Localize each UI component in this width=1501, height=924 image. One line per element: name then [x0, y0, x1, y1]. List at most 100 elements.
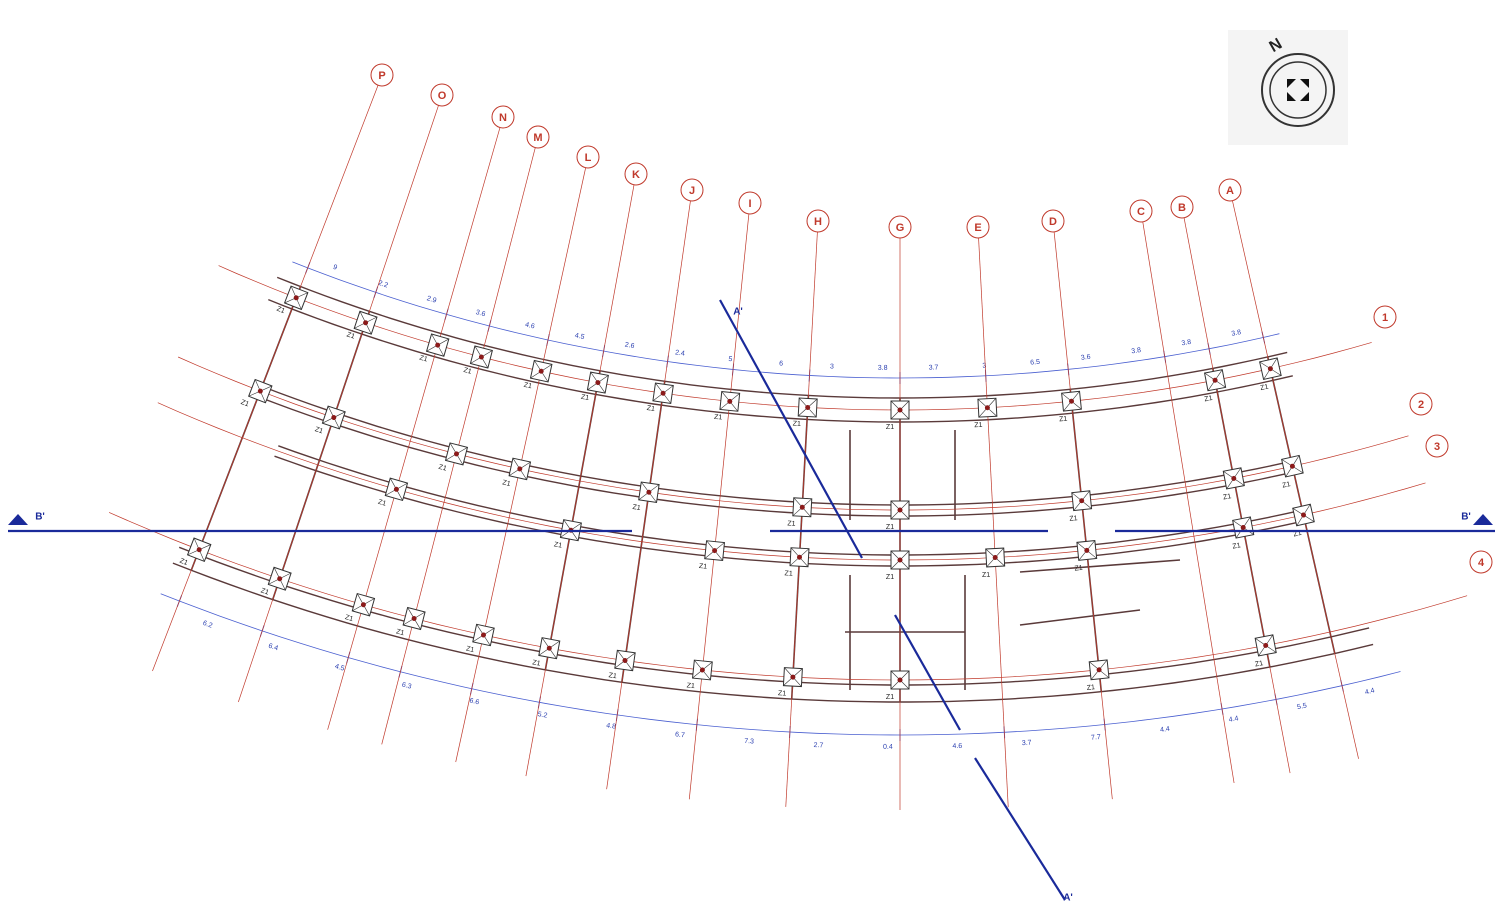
- column-label: Z1: [1069, 515, 1078, 523]
- dimension-label: 5: [728, 356, 733, 363]
- structural-column: Z1: [179, 537, 212, 567]
- column-label: Z1: [240, 399, 250, 409]
- column-label: Z1: [395, 628, 405, 637]
- column-center: [1289, 463, 1295, 469]
- dimension-label: 9: [332, 264, 338, 272]
- column-center: [712, 548, 718, 554]
- structural-column: Z1: [632, 481, 660, 512]
- grid-line: [1232, 200, 1359, 759]
- column-center: [435, 342, 441, 348]
- compass-arrow: [1287, 79, 1296, 88]
- column-label: Z1: [260, 587, 270, 596]
- column-label: Z1: [532, 659, 541, 667]
- structural-column: Z1: [1074, 539, 1098, 573]
- column-label: Z1: [698, 563, 707, 571]
- column-label: Z1: [1282, 481, 1292, 490]
- dimension-label: 5.5: [1297, 702, 1308, 711]
- structural-column: Z1: [377, 477, 409, 508]
- structural-column: Z1: [1087, 659, 1110, 692]
- grid-bubble: [1373, 305, 1397, 329]
- structural-column: Z1: [1254, 634, 1277, 669]
- grid-label: K: [632, 169, 640, 181]
- dimension-label: 3.6: [475, 309, 486, 318]
- column-label: Z1: [377, 499, 387, 508]
- structural-column: Z1: [778, 667, 803, 698]
- structural-column: Z1: [787, 497, 813, 528]
- grid-bubble: [1218, 178, 1242, 202]
- column-center: [257, 388, 263, 394]
- grid-label: D: [1049, 216, 1057, 228]
- dimension-label: 2.4: [675, 349, 686, 357]
- column-label: Z1: [793, 421, 802, 428]
- grid-bubble: [1129, 199, 1153, 223]
- column-label: Z1: [686, 682, 695, 690]
- column-label: Z1: [276, 306, 286, 316]
- column-center: [897, 407, 903, 413]
- column-label: Z1: [438, 464, 448, 473]
- structural-column: Z1: [686, 659, 713, 690]
- grid-bubble: [1409, 392, 1433, 416]
- grid-line: [688, 213, 750, 800]
- wall: [1019, 609, 1141, 626]
- dimension-label: 2.9: [426, 295, 437, 305]
- grid-label: 4: [1478, 557, 1485, 569]
- grid-bubble: [738, 191, 762, 215]
- structural-column: Z1: [1223, 467, 1245, 502]
- dimension-label: 3: [982, 363, 986, 370]
- column-label: Z1: [502, 479, 512, 488]
- column-label: Z1: [1223, 493, 1232, 501]
- grid-line: [1183, 217, 1291, 774]
- dimension-label: 0.4: [883, 744, 893, 751]
- column-label: Z1: [553, 541, 562, 549]
- dimension-label: 6.3: [401, 681, 412, 690]
- dimension-label: 4.5: [574, 332, 585, 341]
- wall: [257, 396, 1294, 517]
- column-label: Z1: [1293, 530, 1303, 539]
- grid-line: [525, 184, 635, 777]
- grid-line: [978, 237, 1009, 808]
- dimension-label: 6: [779, 360, 784, 367]
- structural-column: Z1: [276, 285, 309, 316]
- structural-column: Z1: [463, 345, 493, 376]
- grid-line: [327, 127, 501, 730]
- wall: [276, 276, 1288, 399]
- structural-column: Z1: [886, 670, 910, 701]
- column-center: [699, 667, 705, 673]
- structural-column: Z1: [974, 397, 998, 429]
- column-center: [293, 295, 299, 301]
- column-label: Z1: [463, 367, 473, 376]
- structural-column: Z1: [1069, 490, 1093, 523]
- column-label: Z1: [1074, 565, 1083, 573]
- structural-column: Z1: [260, 566, 292, 597]
- column-center: [897, 677, 903, 683]
- dimension-label: 3.6: [1081, 354, 1092, 362]
- section-line: [894, 614, 961, 731]
- column-center: [411, 616, 417, 621]
- column-label: Z1: [784, 570, 793, 577]
- section-arrow: [8, 514, 28, 525]
- dimension-label: 6.4: [267, 643, 279, 653]
- grid-bubble: [966, 215, 990, 239]
- grid-label: H: [814, 216, 822, 228]
- column-label: Z1: [886, 524, 894, 531]
- grid-line: [1053, 231, 1113, 800]
- grid-label: J: [689, 185, 695, 197]
- structural-column: Z1: [314, 405, 346, 435]
- column-center: [1084, 547, 1090, 553]
- grid-label: A: [1226, 185, 1234, 197]
- structural-column: Z1: [982, 547, 1006, 579]
- grid-label: B: [1178, 202, 1186, 214]
- column-center: [454, 451, 459, 457]
- section-label: A': [1063, 893, 1073, 904]
- grid-bubble: [370, 63, 394, 87]
- dimension-label: 3.8: [1231, 329, 1242, 338]
- column-center: [363, 320, 369, 326]
- column-label: Z1: [982, 572, 991, 579]
- wall: [261, 385, 1292, 506]
- column-center: [1079, 498, 1085, 504]
- structural-column: Z1: [608, 649, 636, 680]
- column-center: [790, 674, 796, 680]
- structural-column: Z1: [1259, 357, 1282, 392]
- dimension-label: 6.2: [202, 620, 214, 630]
- column-center: [1231, 475, 1237, 481]
